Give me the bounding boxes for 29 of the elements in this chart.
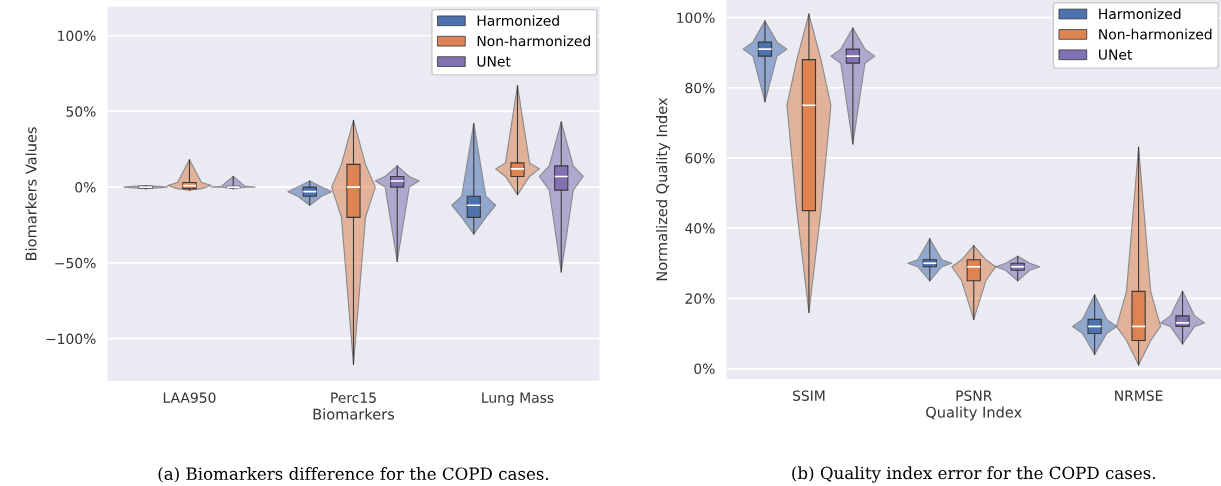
legend-label: UNet [477, 56, 511, 67]
y-tick-label: 100% [58, 30, 96, 42]
x-axis-title: Biomarkers [313, 408, 395, 420]
y-tick-label: −100% [46, 333, 96, 345]
text: (b) Quality index error for the COPD cases. [792, 466, 1156, 483]
x-tick-label: Perc15 [331, 392, 376, 403]
legend-label: UNet [1099, 49, 1133, 60]
y-tick-label: −50% [55, 257, 96, 269]
y-tick-label: 40% [685, 223, 715, 234]
x-tick-label: NRMSE [1115, 390, 1163, 401]
y-axis-title: Normalized Quality Index [656, 97, 671, 281]
y-tick-label: 100% [677, 12, 715, 24]
y-tick-label: 60% [685, 152, 715, 164]
x-axis-title: Quality Index [926, 406, 1022, 421]
x-tick-label: LAA950 [163, 392, 216, 403]
y-tick-label: 0% [694, 363, 715, 375]
x-tick-label: SSIM [792, 390, 825, 401]
x-tick-label: PSNR [956, 390, 992, 401]
y-tick-label: 80% [685, 82, 715, 94]
x-tick-label: Lung Mass [482, 392, 554, 406]
y-tick-label: 20% [685, 293, 715, 304]
legend-label: Non-harmonized [477, 35, 590, 47]
y-tick-label: 0% [75, 182, 96, 193]
y-axis-title: Biomarkers Values [25, 127, 37, 260]
y-tick-label: 50% [66, 106, 96, 117]
legend-label: Harmonized [1099, 8, 1181, 20]
legend-label: Harmonized [477, 15, 559, 26]
legend-label: Non-harmonized [1099, 28, 1212, 40]
text: (a) Biomarkers difference for the COPD cases. [158, 467, 549, 483]
